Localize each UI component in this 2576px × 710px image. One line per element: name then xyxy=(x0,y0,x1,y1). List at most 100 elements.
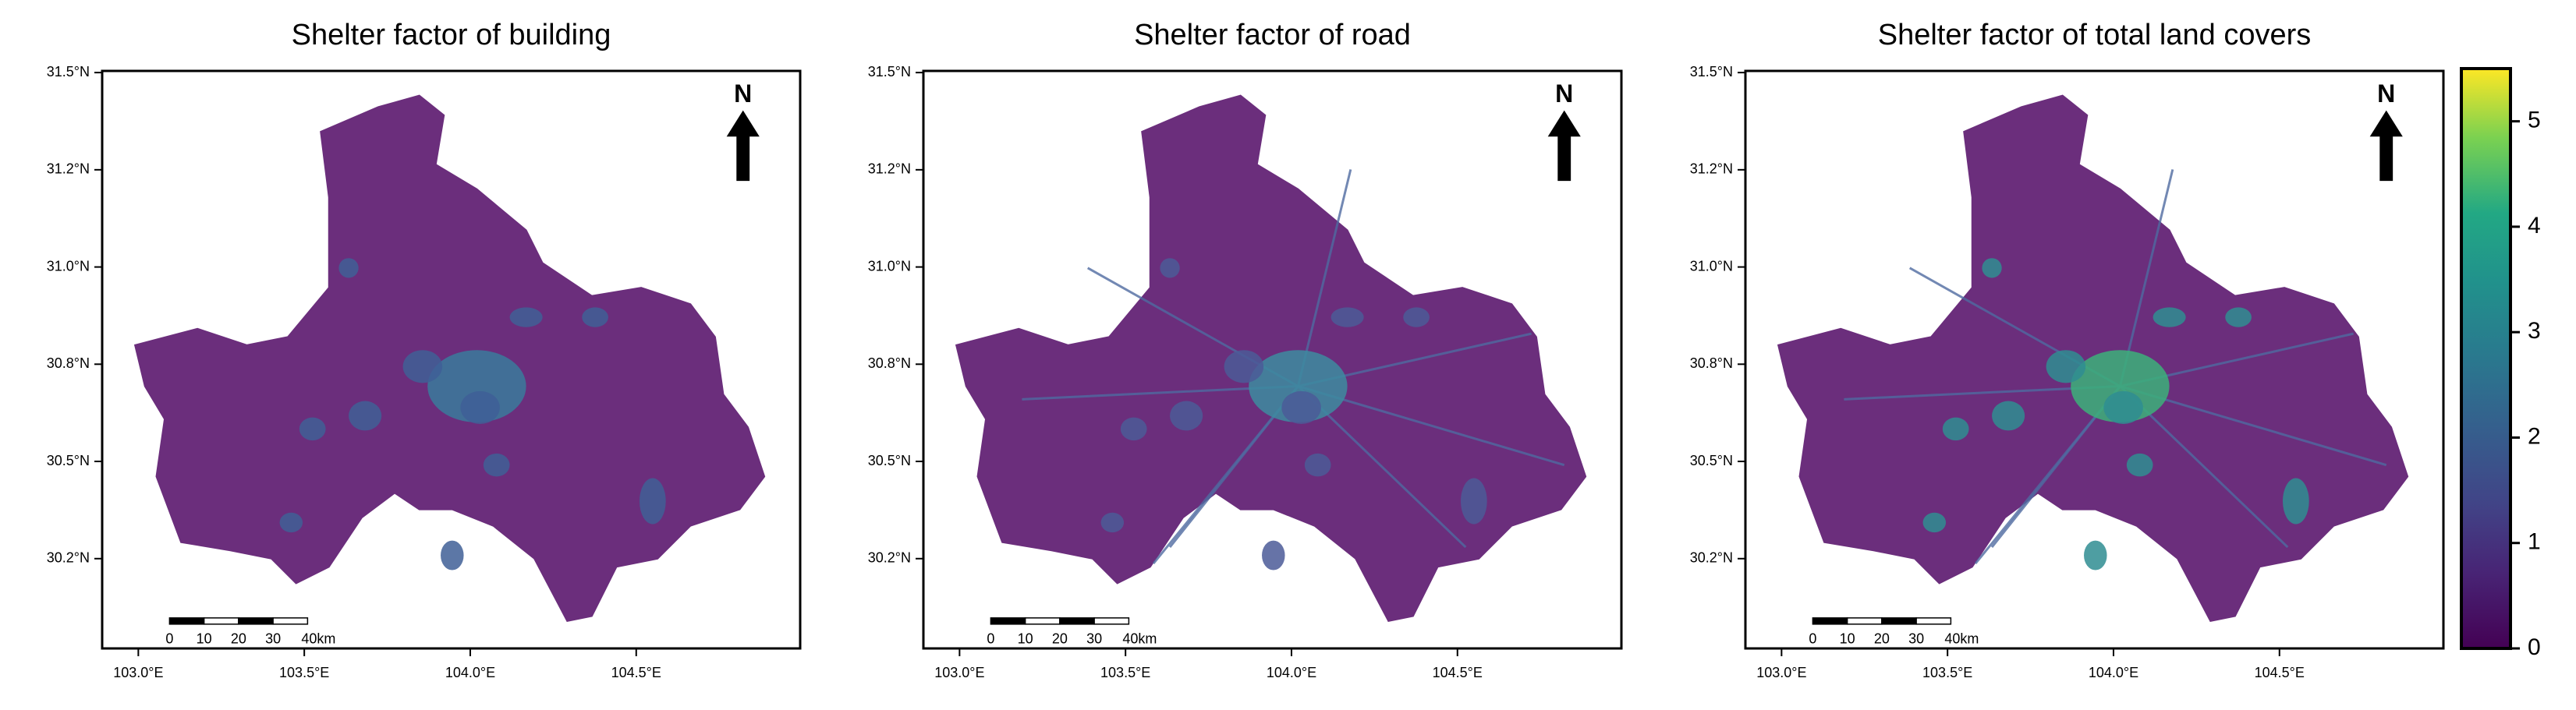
urban-area xyxy=(1120,417,1147,441)
urban-area xyxy=(1942,417,1969,441)
scale-segment xyxy=(272,617,309,625)
panel-title: Shelter factor of building xyxy=(292,19,611,51)
lat-label: 30.2°N xyxy=(868,550,911,566)
urban-area xyxy=(349,401,382,431)
urban-area xyxy=(279,512,303,533)
scale-segment xyxy=(1846,617,1883,625)
urban-area xyxy=(509,307,543,327)
colorbar-label: 4 xyxy=(2528,213,2541,238)
scale-label: 40km xyxy=(1944,631,1979,647)
panel-title: Shelter factor of road xyxy=(1134,19,1411,51)
lat-label: 30.8°N xyxy=(47,355,90,371)
lon-label: 103.5°E xyxy=(1100,665,1150,680)
scale-label: 20 xyxy=(1874,631,1890,647)
urban-area xyxy=(2084,540,2107,570)
lat-label: 31.2°N xyxy=(868,161,911,177)
scale-label: 10 xyxy=(197,631,212,647)
scale-label: 30 xyxy=(1908,631,1924,647)
lon-label: 104.5°E xyxy=(1433,665,1483,680)
lat-label: 31.5°N xyxy=(868,64,911,79)
scale-label: 20 xyxy=(1052,631,1068,647)
colorbar-label: 2 xyxy=(2528,423,2541,449)
scale-label: 0 xyxy=(1809,631,1816,647)
colorbar-label: 0 xyxy=(2528,634,2541,660)
urban-area xyxy=(2225,307,2252,327)
lon-label: 103.0°E xyxy=(1756,665,1806,680)
lat-label: 31.2°N xyxy=(1690,161,1733,177)
map-panel: Shelter factor of road 31.5°N 31.2°N 31.0°N… xyxy=(868,19,1623,680)
lat-label: 30.8°N xyxy=(1690,355,1733,371)
scale-label: 40km xyxy=(301,631,335,647)
lon-label: 103.0°E xyxy=(934,665,984,680)
lat-label: 31.5°N xyxy=(1690,64,1733,79)
lat-label: 30.5°N xyxy=(47,453,90,468)
map-panel: Shelter factor of building 31.5°N 31.2°N 31… xyxy=(47,19,802,680)
urban-area xyxy=(2071,350,2170,422)
lon-label: 104.5°E xyxy=(611,665,661,680)
scale-label: 30 xyxy=(265,631,281,647)
urban-area xyxy=(2103,390,2143,425)
lon-label: 104.0°E xyxy=(445,665,495,680)
lat-label: 30.2°N xyxy=(1690,550,1733,566)
urban-area xyxy=(483,453,510,477)
lat-label: 31.0°N xyxy=(47,258,90,274)
map-panel: Shelter factor of total land covers 31.5°… xyxy=(1690,19,2445,680)
scale-segment xyxy=(1915,617,1952,625)
urban-area xyxy=(402,350,443,383)
urban-area xyxy=(1281,390,1321,425)
lat-label: 31.0°N xyxy=(1690,258,1733,274)
lat-label: 31.0°N xyxy=(868,258,911,274)
urban-area xyxy=(1331,307,1364,327)
scale-segment xyxy=(1812,617,1848,625)
north-label: N xyxy=(734,79,752,108)
scale-segment xyxy=(1881,617,1917,625)
lon-label: 103.5°E xyxy=(1922,665,1972,680)
north-label: N xyxy=(1555,79,1573,108)
lon-label: 104.0°E xyxy=(2089,665,2138,680)
scale-segment xyxy=(1024,617,1061,625)
urban-area xyxy=(2282,478,2309,525)
colorbar-label: 1 xyxy=(2528,529,2541,555)
urban-area xyxy=(2126,453,2153,477)
lat-label: 31.5°N xyxy=(47,64,90,79)
urban-area xyxy=(427,350,526,422)
lon-label: 103.5°E xyxy=(279,665,329,680)
urban-area xyxy=(1160,258,1180,278)
scale-segment xyxy=(168,617,205,625)
scale-label: 0 xyxy=(165,631,173,647)
urban-area xyxy=(441,540,464,570)
urban-area xyxy=(1982,258,2002,278)
north-arrow xyxy=(2369,110,2403,182)
scale-segment xyxy=(990,617,1026,625)
colorbar-label: 5 xyxy=(2528,108,2541,133)
panel-title: Shelter factor of total land covers xyxy=(1878,19,2312,51)
urban-area xyxy=(1992,401,2025,431)
urban-area xyxy=(2153,307,2186,327)
urban-area xyxy=(2046,350,2086,383)
lat-label: 30.8°N xyxy=(868,355,911,371)
urban-area xyxy=(1922,512,1947,533)
lon-label: 103.0°E xyxy=(113,665,163,680)
lat-label: 31.2°N xyxy=(47,161,90,177)
scale-label: 0 xyxy=(987,631,994,647)
colorbar xyxy=(2460,67,2512,650)
urban-area xyxy=(1100,512,1125,533)
urban-area xyxy=(1262,540,1285,570)
scale-segment xyxy=(1093,617,1130,625)
urban-area xyxy=(1249,350,1348,422)
scale-label: 40km xyxy=(1122,631,1157,647)
lat-label: 30.2°N xyxy=(47,550,90,566)
urban-area xyxy=(1304,453,1331,477)
scale-label: 10 xyxy=(1018,631,1033,647)
scale-segment xyxy=(1059,617,1095,625)
scale-segment xyxy=(203,617,239,625)
north-arrow xyxy=(726,110,760,182)
urban-area xyxy=(1403,307,1430,327)
north-arrow xyxy=(1547,110,1581,182)
urban-area xyxy=(299,417,326,441)
scale-segment xyxy=(238,617,274,625)
lat-label: 30.5°N xyxy=(1690,453,1733,468)
scale-label: 30 xyxy=(1086,631,1102,647)
urban-area xyxy=(338,258,359,278)
